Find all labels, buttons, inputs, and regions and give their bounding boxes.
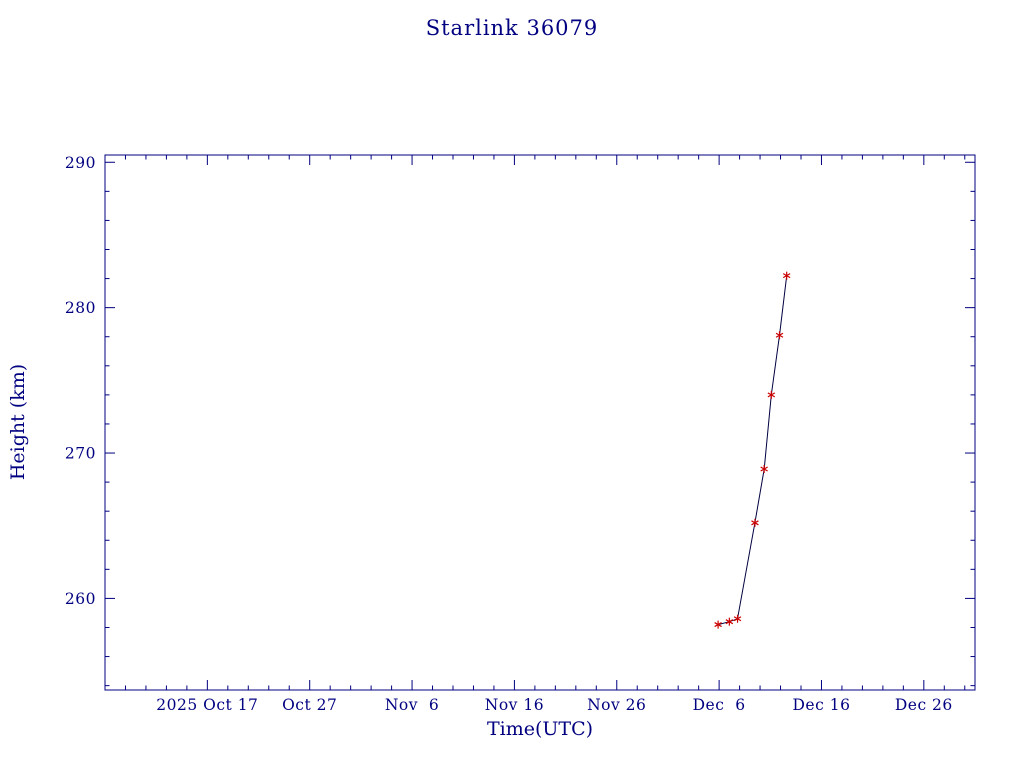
data-point-marker [775,332,784,338]
data-point-marker [751,520,759,526]
x-tick-label: Dec 26 [895,696,953,714]
x-tick-label: Dec 16 [793,696,851,714]
plot-frame [104,154,976,691]
data-point-marker [725,619,734,625]
data-point-marker [782,273,791,279]
y-tick-label: 290 [65,154,96,172]
x-tick-label: Nov 26 [587,696,646,714]
x-tick-label: Nov 16 [485,696,544,714]
data-point-marker [767,392,776,398]
y-tick-label: 280 [65,299,96,317]
x-tick-label: Dec 6 [693,696,746,714]
y-tick-label: 260 [65,590,96,608]
y-axis-title: Height (km) [7,363,29,481]
data-point-marker [760,466,768,472]
data-point-marker [714,622,722,628]
x-axis-title: Time(UTC) [486,718,594,740]
data-point-marker [733,616,742,622]
x-tick-label: 2025 Oct 17 [156,696,258,714]
x-tick-label: Nov 6 [385,696,439,714]
height-data-line [717,275,788,626]
y-tick-label: 270 [65,445,96,463]
x-tick-label: Oct 27 [282,696,337,714]
chart-title: Starlink 36079 [425,16,599,40]
